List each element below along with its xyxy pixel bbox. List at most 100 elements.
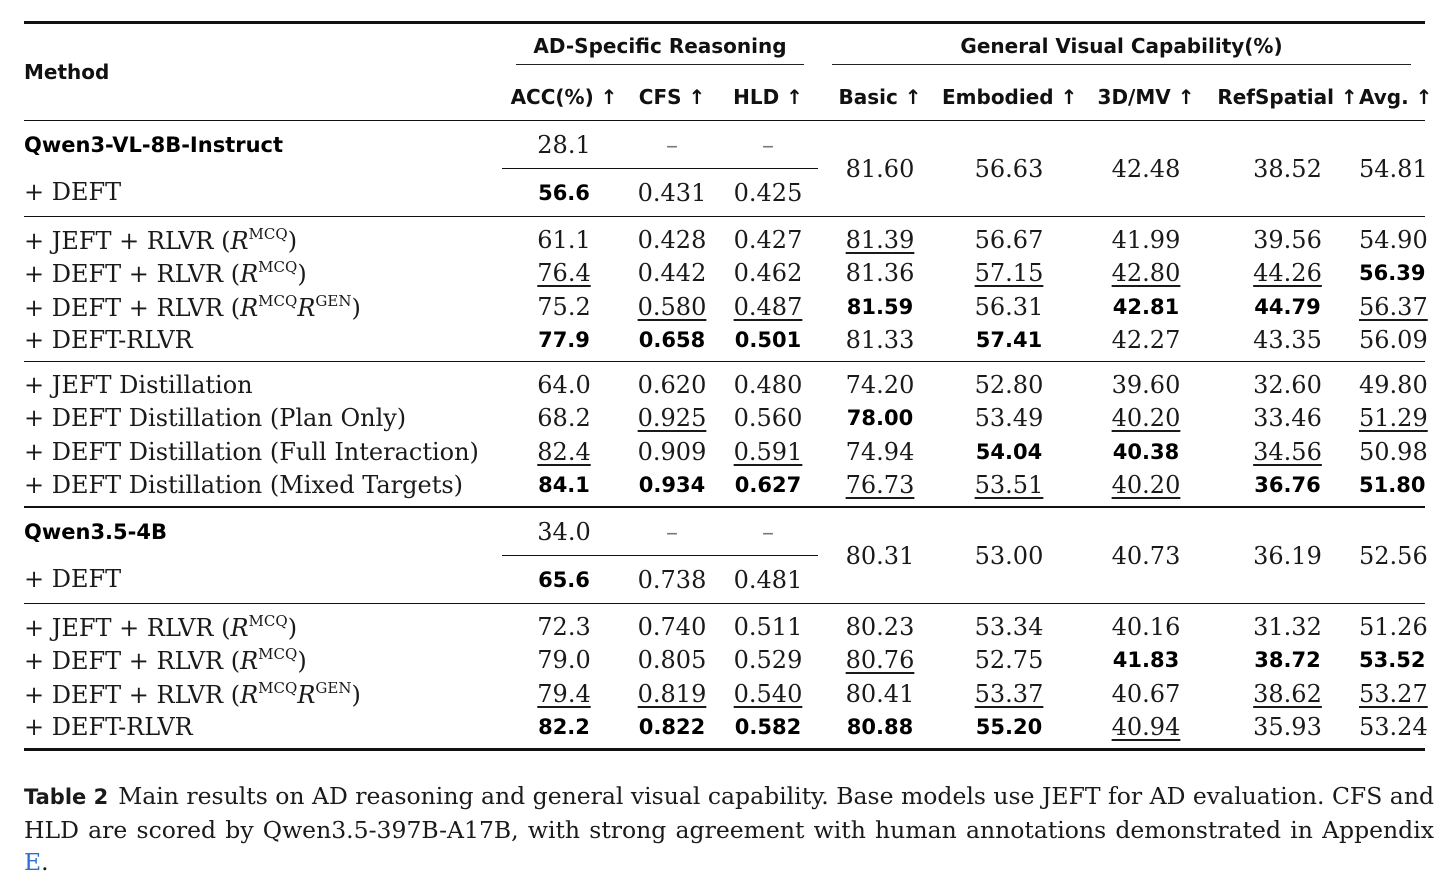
appendix-link[interactable]: E [24, 848, 42, 876]
value-text: 40.67 [1111, 679, 1181, 708]
results-table: Method AD-Specific Reasoning General Vis… [24, 21, 1432, 751]
value-cell: 44.79 [1216, 290, 1359, 324]
value-cell: – [626, 506, 718, 556]
value-text: 35.93 [1253, 713, 1322, 742]
value-cell: 0.431 [637, 178, 707, 207]
rlvr-row: + DEFT-RLVR 82.2 0.822 0.582 80.88 55.20 40.94… [24, 710, 1428, 751]
value-cell: 82.4 [502, 435, 626, 469]
method-name: + DEFT [24, 565, 122, 594]
value-cell: 0.822 [626, 710, 718, 751]
value-text: 0.487 [733, 292, 803, 321]
value-text: 52.75 [974, 646, 1044, 675]
shared-value-cell: 40.73 [1076, 506, 1216, 604]
header-row-groups: Method AD-Specific Reasoning General Vis… [24, 21, 1426, 121]
method-header: Method [24, 21, 502, 121]
value-cell: 56.67 [942, 216, 1076, 257]
method-name: + DEFT + RLVR (RMCQ) [24, 645, 307, 676]
value-cell: 61.1 [502, 216, 626, 257]
value-cell: 40.67 [1076, 677, 1216, 711]
col-header-basic: Basic ↑ [838, 85, 922, 109]
value-text: 51.26 [1359, 612, 1428, 641]
value-text: 32.60 [1253, 370, 1322, 399]
value-cell: 0.658 [626, 324, 718, 362]
value-cell: 35.93 [1216, 710, 1359, 751]
rlvr-row: + DEFT + RLVR (RMCQRGEN) 75.2 0.580 0.487 81… [24, 290, 1428, 324]
value-cell: 53.27 [1359, 677, 1428, 711]
value-cell: 0.805 [626, 644, 718, 678]
shared-value-cell: 56.63 [942, 120, 1076, 217]
value-cell: 40.16 [1076, 603, 1216, 644]
value-cell: 53.37 [942, 677, 1076, 711]
value-cell: 56.09 [1359, 324, 1428, 362]
value-text: 81.59 [846, 294, 914, 319]
value-cell: 53.34 [942, 603, 1076, 644]
value-text: 77.9 [538, 328, 590, 353]
value-text: 81.36 [845, 259, 915, 288]
value-cell: 50.98 [1359, 435, 1428, 469]
value-text: 0.462 [733, 259, 803, 288]
value-text: 0.819 [637, 679, 707, 708]
value-cell: 51.26 [1359, 603, 1428, 644]
value-text: 50.98 [1359, 437, 1428, 466]
value-text: 44.26 [1253, 259, 1322, 288]
value-cell: 84.1 [502, 469, 626, 508]
value-cell: 75.2 [502, 290, 626, 324]
value-cell: 53.52 [1359, 644, 1425, 678]
rlvr-row: + JEFT + RLVR (RMCQ) 61.1 0.428 0.427 81.39 5… [24, 216, 1428, 257]
value-text: 56.39 [1359, 261, 1426, 286]
value-text: 0.909 [637, 437, 707, 466]
value-text: 40.20 [1111, 471, 1181, 500]
value-text: 56.67 [974, 225, 1044, 254]
value-cell: 40.20 [1076, 469, 1216, 508]
value-text: 38.62 [1253, 679, 1322, 708]
rlvr-row: + DEFT-RLVR 77.9 0.658 0.501 81.33 57.41 42.27… [24, 324, 1428, 362]
caption-text: Main results on AD reasoning and general… [24, 782, 1434, 844]
base-model-name: Qwen3-VL-8B-Instruct [24, 120, 502, 169]
value-text: 57.41 [975, 328, 1043, 353]
value-text: 80.23 [845, 612, 915, 641]
value-cell: 0.591 [718, 435, 818, 469]
value-cell: 41.99 [1076, 216, 1216, 257]
value-text: 72.3 [537, 612, 591, 641]
group-header-ad: AD-Specific Reasoning [502, 21, 818, 74]
shared-value-cell: 52.56 [1359, 506, 1428, 604]
value-text: 54.04 [975, 439, 1043, 464]
deft-row: + DEFT 65.6 0.738 0.481 [24, 556, 1425, 604]
value-text: 76.4 [537, 259, 591, 288]
value-cell: 56.37 [1359, 290, 1428, 324]
value-cell: 79.4 [502, 677, 626, 711]
value-text: 51.80 [1359, 473, 1426, 498]
value-cell: 40.20 [1076, 402, 1216, 436]
shared-value-cell: 80.31 [818, 506, 942, 604]
value-cell: 0.560 [718, 402, 818, 436]
table-caption: Table 2 Main results on AD reasoning and … [24, 782, 1434, 876]
value-cell: – [718, 120, 818, 169]
value-cell: 0.501 [718, 324, 818, 362]
value-text: 79.0 [537, 646, 591, 675]
value-text: 42.27 [1111, 326, 1181, 355]
value-cell: 42.27 [1076, 324, 1216, 362]
value-cell: 80.41 [818, 677, 942, 711]
value-text: 0.805 [637, 646, 707, 675]
value-text: 84.1 [538, 473, 590, 498]
value-cell: – [718, 506, 818, 556]
shared-value-cell: 81.60 [818, 120, 942, 217]
value-cell: 77.9 [502, 324, 626, 362]
value-cell: 40.38 [1076, 435, 1216, 469]
method-name: + DEFT + RLVR (RMCQ) [24, 258, 307, 289]
value-text: 39.60 [1111, 370, 1181, 399]
value-cell: 74.94 [818, 435, 942, 469]
value-text: 44.79 [1254, 294, 1321, 319]
value-text: 36.76 [1254, 473, 1321, 498]
value-text: 0.529 [733, 646, 803, 675]
value-text: 31.32 [1253, 612, 1322, 641]
value-text: 42.81 [1112, 294, 1180, 319]
value-text: 0.658 [638, 328, 706, 353]
rlvr-row: + DEFT + RLVR (RMCQ) 76.4 0.442 0.462 81.36 5… [24, 257, 1425, 291]
value-text: 40.94 [1111, 713, 1181, 742]
results-body: Qwen3-VL-8B-Instruct 28.1– –81.60 56.63 42.4… [24, 120, 1428, 751]
value-cell: 76.4 [502, 257, 626, 291]
value-text: 0.511 [733, 612, 803, 641]
value-text: 53.52 [1359, 648, 1426, 673]
value-cell: 0.582 [718, 710, 818, 751]
